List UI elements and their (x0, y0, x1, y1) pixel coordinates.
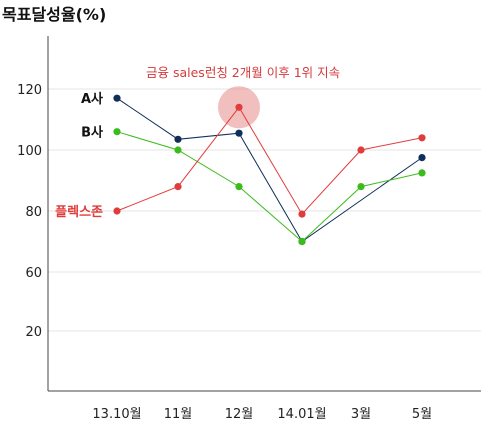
series-1 (113, 128, 426, 246)
x-tick-label: 14.01월 (277, 407, 326, 422)
data-point (298, 237, 306, 246)
y-tick-label: 20 (25, 325, 42, 340)
axes (47, 36, 481, 392)
data-point (235, 183, 243, 191)
data-point (174, 135, 182, 143)
series-label: B사 (81, 125, 103, 141)
series-label: 플렉스존 (55, 204, 103, 220)
data-point (418, 154, 426, 162)
data-point (174, 183, 182, 191)
data-point (113, 128, 121, 136)
y-tick-label: 60 (25, 266, 42, 281)
series-0 (113, 94, 426, 246)
series-group (113, 94, 426, 246)
y-tick-label: 120 (17, 83, 42, 98)
x-tick-labels: 13.10월 11월 12월 14.01월 3월 5월 (92, 407, 432, 422)
x-tick-label: 12월 (225, 407, 254, 422)
x-tick-label: 5월 (412, 407, 432, 422)
data-point (235, 129, 243, 137)
x-tick-label: 11월 (164, 407, 193, 422)
data-point (113, 207, 121, 215)
annotation-text: 금융 sales런칭 2개월 이후 1위 지속 (146, 65, 340, 80)
data-point (357, 183, 365, 191)
data-point (418, 169, 426, 177)
y-tick-label: 100 (17, 144, 42, 159)
y-tick-labels: 20 60 80 100 120 (17, 83, 42, 340)
data-point (298, 210, 306, 218)
data-point (113, 94, 121, 102)
series-line (116, 131, 423, 243)
series-line (116, 97, 423, 243)
data-point (235, 103, 243, 111)
data-point (174, 146, 182, 154)
x-tick-label: 13.10월 (92, 407, 141, 422)
series-2 (113, 103, 426, 218)
x-tick-label: 3월 (351, 407, 371, 422)
chart-title: 목표달성율(%) (2, 5, 106, 24)
series-line (116, 106, 423, 215)
y-tick-label: 80 (25, 205, 42, 220)
data-point (357, 146, 365, 154)
series-label: A사 (81, 91, 103, 107)
grid (48, 88, 481, 332)
data-point (418, 134, 426, 142)
